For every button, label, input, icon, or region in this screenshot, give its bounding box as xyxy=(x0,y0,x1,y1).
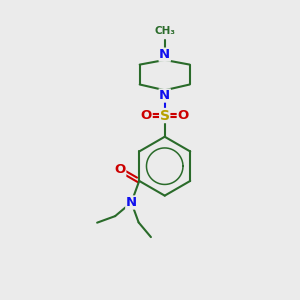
Text: O: O xyxy=(115,164,126,176)
Text: N: N xyxy=(159,89,170,102)
Text: N: N xyxy=(159,48,170,61)
Text: O: O xyxy=(141,109,152,122)
Text: N: N xyxy=(126,196,137,209)
Text: CH₃: CH₃ xyxy=(154,26,175,36)
Text: O: O xyxy=(177,109,189,122)
Text: S: S xyxy=(160,109,170,122)
